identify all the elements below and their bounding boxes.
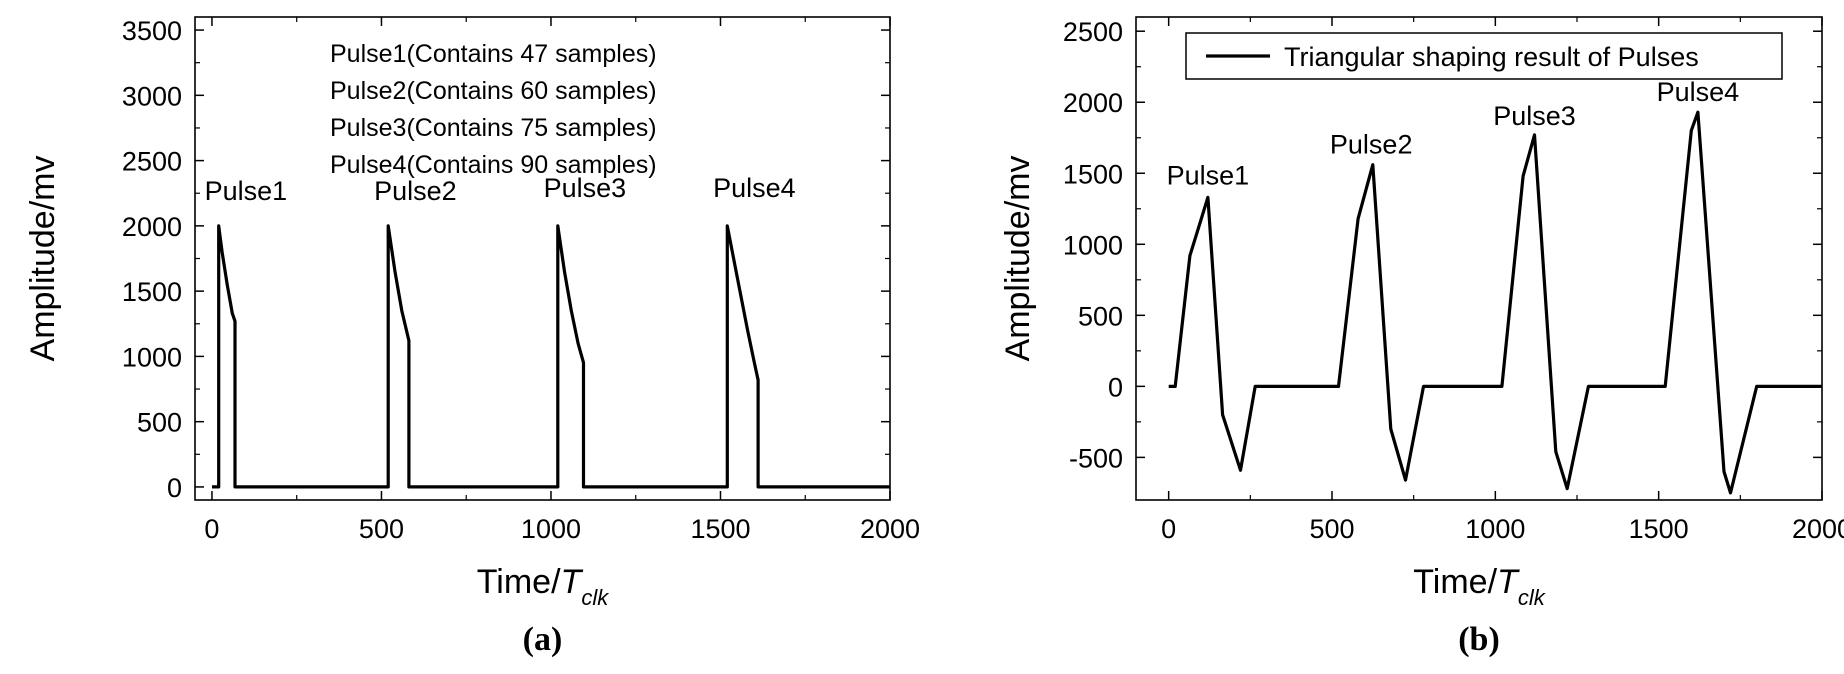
panel-b-x-axis-label-subscript: clk: [1518, 585, 1546, 610]
panel-b-annotation: Pulse3: [1493, 101, 1576, 131]
panel-b-x-tick-label: 1500: [1629, 514, 1689, 544]
panel-a-x-axis-label-main: Time/: [477, 563, 561, 601]
panel-a-x-axis-label-italic: T: [561, 563, 584, 601]
panel-b-x-axis-label: Time/Tclk: [1413, 563, 1545, 610]
panel-b-y-tick-label: 500: [1078, 301, 1123, 331]
panel-a-x-tick-label: 1000: [521, 514, 581, 544]
panel-b: 0 500 1000 1500 2000 -500 0 500 1000 1500 2000 2500…: [999, 16, 1844, 658]
panel-b-y-tick-label: 1500: [1063, 159, 1123, 189]
panel-a-y-tick-label: 3500: [122, 16, 182, 46]
panel-a-series-line: [212, 224, 890, 489]
panel-b-y-tick-label: -500: [1069, 443, 1123, 473]
panel-a-x-tick-label: 1500: [690, 514, 750, 544]
panel-b-x-tick-label: 500: [1309, 514, 1354, 544]
panel-b-x-axis-label-italic: T: [1497, 563, 1520, 601]
panel-a-x-tick-label: 0: [204, 514, 219, 544]
panel-a-annotation: Pulse2: [374, 176, 457, 206]
panel-a-y-tick-label: 1500: [122, 277, 182, 307]
panel-a-info-text: Pulse2(Contains 60 samples): [330, 77, 657, 105]
panel-a-annotation: Pulse1: [205, 176, 288, 206]
panel-a-y-tick-label: 1000: [122, 342, 182, 372]
panel-a-y-tick-label: 0: [167, 473, 182, 503]
panel-a-info-text: Pulse1(Contains 47 samples): [330, 40, 657, 68]
panel-a-y-axis-label: Amplitude/mv: [24, 156, 62, 362]
panel-b-label: (b): [1458, 621, 1500, 658]
panel-b-legend-box: [1185, 32, 1783, 80]
panel-b-y-tick-label: 0: [1108, 372, 1123, 402]
panel-b-annotation: Pulse2: [1330, 129, 1413, 159]
panel-b-y-tick-label: 2500: [1063, 17, 1123, 47]
panel-a-x-axis-label-subscript: clk: [581, 585, 609, 610]
panel-b-plot-frame: [1135, 16, 1823, 501]
panel-a-info-text: Pulse3(Contains 75 samples): [330, 114, 657, 142]
panel-a-y-tick-label: 500: [137, 408, 182, 438]
panel-a-x-tick-label: 2000: [860, 514, 920, 544]
panel-b-series-line: [1168, 110, 1822, 495]
panel-a-info-text: Pulse4(Contains 90 samples): [330, 151, 657, 179]
panel-b-x-tick-label: 1000: [1465, 514, 1525, 544]
panel-b-legend-label: Triangular shaping result of Pulses: [1284, 42, 1699, 72]
panel-a-x-tick-label: 500: [359, 514, 404, 544]
panel-b-x-axis-label-main: Time/: [1413, 563, 1497, 601]
panel-b-y-tick-label: 1000: [1063, 230, 1123, 260]
panel-a-label: (a): [523, 621, 563, 658]
panel-a-y-tick-label: 2000: [122, 212, 182, 242]
panel-b-y-axis-label: Amplitude/mv: [999, 156, 1037, 362]
panel-a-x-axis-label: Time/Tclk: [477, 563, 609, 610]
panel-a: 0 500 1000 1500 2000 0 500 1000 1500 2000 2500 3000…: [24, 16, 920, 658]
panel-b-annotation: Pulse1: [1167, 161, 1250, 191]
panel-b-x-tick-label: 0: [1161, 514, 1176, 544]
panel-b-y-tick-label: 2000: [1063, 88, 1123, 118]
panel-a-annotation: Pulse3: [544, 173, 627, 203]
panel-b-annotation: Pulse4: [1657, 77, 1740, 107]
panel-a-y-tick-label: 2500: [122, 147, 182, 177]
panel-a-annotation: Pulse4: [713, 173, 796, 203]
panel-b-x-tick-label: 2000: [1792, 514, 1844, 544]
panel-a-y-tick-label: 3000: [122, 81, 182, 111]
